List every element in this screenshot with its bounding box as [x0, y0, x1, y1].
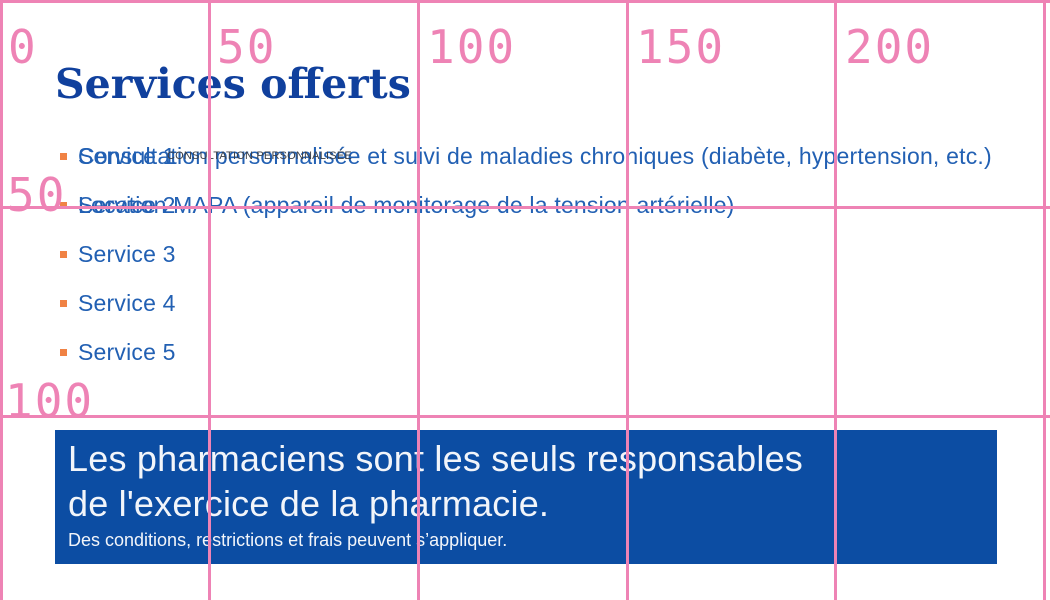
grid-x-label: 200 — [845, 20, 935, 74]
list-item: Service 3 — [55, 239, 1035, 273]
grid-x-label: 100 — [427, 20, 517, 74]
grid-x-label: 150 — [636, 20, 726, 74]
grid-line-vertical — [1043, 0, 1046, 600]
list-item: Service 1 Consultation personnalisée et … — [55, 141, 1035, 175]
banner-line-2: de l'exercice de la pharmacie. — [68, 483, 550, 524]
service-placeholder-text: Service 3 — [78, 241, 176, 267]
list-item: Service 4 — [55, 288, 1035, 322]
service-actual-text: Consultation personnalisée et suivi de m… — [78, 143, 992, 169]
service-placeholder-text: Service 2 — [78, 192, 176, 218]
banner-disclaimer: Des conditions, restrictions et frais pe… — [68, 530, 508, 550]
grid-line-horizontal — [0, 0, 1050, 3]
list-item: Service 5 — [55, 337, 1035, 371]
service-placeholder-text: Service 5 — [78, 339, 176, 365]
service-actual-text: Location MAPA (appareil de monitorage de… — [78, 192, 735, 218]
service-placeholder-text: Service 1 — [78, 143, 176, 169]
bullet-square-icon — [60, 153, 67, 160]
service-small-overlay-text: Consultation personnalisée — [167, 150, 352, 162]
list-item: Service 2 Location MAPA (appareil de mon… — [55, 190, 1035, 224]
disclaimer-banner: Les pharmaciens sont les seuls responsab… — [55, 430, 997, 564]
bullet-square-icon — [60, 300, 67, 307]
grid-y-label: 100 — [5, 374, 95, 428]
bullet-square-icon — [60, 202, 67, 209]
grid-line-vertical — [0, 0, 3, 600]
bullet-square-icon — [60, 251, 67, 258]
grid-line-horizontal — [0, 415, 1050, 418]
grid-x-label: 0 — [8, 20, 38, 74]
service-placeholder-text: Service 4 — [78, 290, 176, 316]
bullet-square-icon — [60, 349, 67, 356]
banner-line-1: Les pharmaciens sont les seuls responsab… — [68, 438, 803, 479]
page-title: Services offerts — [55, 60, 411, 108]
